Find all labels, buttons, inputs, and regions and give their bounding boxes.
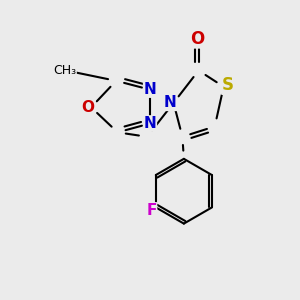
- Text: F: F: [146, 203, 157, 218]
- Text: N: N: [144, 116, 156, 131]
- Text: O: O: [82, 100, 95, 115]
- Text: N: N: [164, 95, 176, 110]
- Text: O: O: [190, 30, 204, 48]
- Text: S: S: [222, 76, 234, 94]
- Text: N: N: [144, 82, 156, 97]
- Text: CH₃: CH₃: [53, 64, 76, 77]
